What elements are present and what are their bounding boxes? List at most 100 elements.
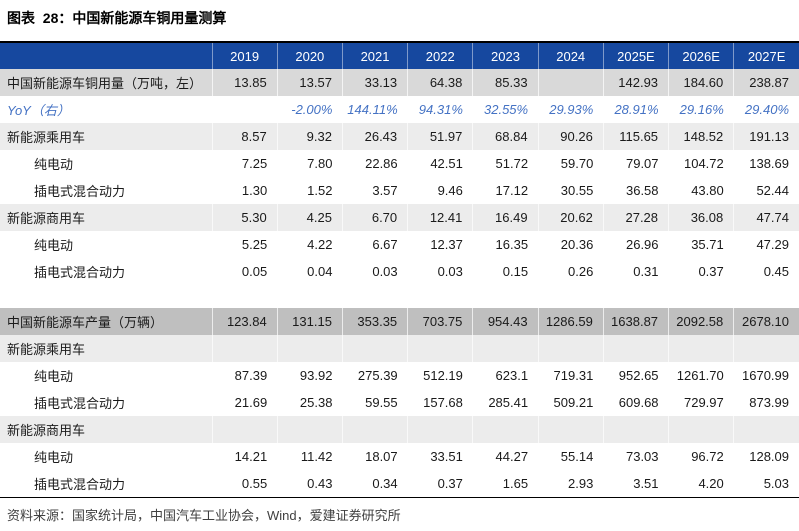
cell bbox=[276, 416, 343, 443]
cell bbox=[212, 96, 277, 123]
table-row: 纯电动 14.21 11.42 18.07 33.51 44.27 55.14 73.03 96… bbox=[0, 443, 799, 470]
cell: 43.80 bbox=[691, 183, 724, 198]
cell: 55.14 bbox=[560, 449, 594, 464]
cell: 14.21 bbox=[234, 449, 268, 464]
cell: 26.43 bbox=[341, 123, 408, 150]
cell: 20.36 bbox=[560, 237, 594, 252]
cell: 353.35 bbox=[341, 308, 408, 335]
cell: 3.57 bbox=[372, 183, 398, 198]
cell: 6.67 bbox=[372, 237, 398, 252]
cell: 9.46 bbox=[437, 183, 463, 198]
cell: 59.70 bbox=[560, 156, 594, 171]
cell: 4.25 bbox=[276, 204, 343, 231]
cell: -2.00% bbox=[291, 102, 333, 117]
cell: 0.34 bbox=[372, 476, 398, 491]
cell: 51.97 bbox=[407, 123, 473, 150]
column-header-2019: 2019 bbox=[211, 42, 278, 69]
cell: 0.31 bbox=[633, 264, 659, 279]
column-header-2026E: 2026E bbox=[668, 42, 734, 69]
row-label: 纯电动 bbox=[34, 450, 74, 465]
cell bbox=[733, 335, 799, 362]
row-label: 插电式混合动力 bbox=[34, 184, 126, 199]
cell: 4.20 bbox=[698, 476, 724, 491]
column-header-2023: 2023 bbox=[472, 42, 539, 69]
cell: 128.09 bbox=[749, 449, 789, 464]
cell: 29.93% bbox=[549, 102, 594, 117]
cell: 238.87 bbox=[733, 69, 799, 96]
cell: 184.60 bbox=[668, 69, 734, 96]
column-header-2027E: 2027E bbox=[733, 42, 799, 69]
cell bbox=[341, 335, 408, 362]
cell: 33.13 bbox=[341, 69, 408, 96]
cell: 509.21 bbox=[553, 395, 594, 410]
source-note: 资料来源：国家统计局，中国汽车工业协会，Wind，爱建证券研究所 bbox=[7, 508, 401, 523]
cell: 9.32 bbox=[276, 123, 343, 150]
cell: 1286.59 bbox=[537, 308, 604, 335]
column-header-2025E: 2025E bbox=[602, 42, 669, 69]
cell: 27.28 bbox=[602, 204, 669, 231]
cell: 22.86 bbox=[365, 156, 398, 171]
row-label: 纯电动 bbox=[34, 369, 74, 384]
cell: 0.05 bbox=[241, 264, 268, 279]
cell: 2092.58 bbox=[668, 308, 734, 335]
cell bbox=[342, 285, 408, 308]
table-body: 中国新能源车铜用量（万吨，左） 13.85 13.57 33.13 64.38 85.33… bbox=[0, 69, 799, 498]
cell: 7.25 bbox=[241, 156, 268, 171]
cell: 5.03 bbox=[763, 476, 789, 491]
cell: 1.52 bbox=[307, 183, 333, 198]
cell: 148.52 bbox=[668, 123, 734, 150]
table-row: 纯电动 5.25 4.22 6.67 12.37 16.35 20.36 26.96 35.71… bbox=[0, 231, 799, 258]
cell: 5.25 bbox=[241, 237, 268, 252]
cell: 144.11% bbox=[347, 102, 398, 117]
cell: 8.57 bbox=[211, 123, 278, 150]
cell: 85.33 bbox=[472, 69, 539, 96]
cell: 7.80 bbox=[307, 156, 333, 171]
row-label: 新能源商用车 bbox=[0, 416, 212, 443]
table-row: 新能源商用车 5.30 4.25 6.70 12.41 16.49 20.62 27.28 36… bbox=[0, 204, 799, 231]
cell: 59.55 bbox=[365, 395, 398, 410]
table-row: 纯电动 7.25 7.80 22.86 42.51 51.72 59.70 79.07 104.… bbox=[0, 150, 799, 177]
cell: 873.99 bbox=[749, 395, 789, 410]
cell bbox=[211, 335, 278, 362]
cell: 2.93 bbox=[568, 476, 594, 491]
cell: 952.65 bbox=[618, 368, 659, 383]
figure-title: 图表 28：中国新能源车铜用量测算 bbox=[7, 10, 227, 26]
cell: 6.70 bbox=[341, 204, 408, 231]
cell: 29.40% bbox=[744, 102, 789, 117]
cell bbox=[537, 69, 604, 96]
row-label-header bbox=[0, 42, 212, 69]
column-header-2022: 2022 bbox=[407, 42, 473, 69]
column-header-2021: 2021 bbox=[341, 42, 408, 69]
cell bbox=[211, 416, 278, 443]
cell: 191.13 bbox=[733, 123, 799, 150]
cell: 729.97 bbox=[683, 395, 724, 410]
cell: 0.55 bbox=[241, 476, 268, 491]
table-row: 插电式混合动力 0.05 0.04 0.03 0.03 0.15 0.26 0.31 0.37 0… bbox=[0, 258, 799, 285]
cell: 11.42 bbox=[300, 449, 333, 464]
row-label: 插电式混合动力 bbox=[34, 477, 126, 492]
cell: 68.84 bbox=[472, 123, 539, 150]
cell: 0.03 bbox=[372, 264, 398, 279]
table-row: YoY（右） -2.00% 144.11% 94.31% 32.55% 29.93% 28.… bbox=[0, 96, 799, 123]
cell: 47.29 bbox=[756, 237, 789, 252]
cell: 36.08 bbox=[668, 204, 734, 231]
cell: 123.84 bbox=[211, 308, 278, 335]
table-row: 中国新能源车产量（万辆） 123.84 131.15 353.35 703.75 954.… bbox=[0, 308, 799, 335]
cell bbox=[537, 335, 604, 362]
cell: 79.07 bbox=[625, 156, 659, 171]
cell: 609.68 bbox=[618, 395, 659, 410]
cell bbox=[668, 416, 734, 443]
row-label: 纯电动 bbox=[34, 238, 74, 253]
cell bbox=[602, 335, 669, 362]
row-label: 中国新能源车铜用量（万吨，左） bbox=[0, 69, 212, 96]
cell bbox=[472, 285, 539, 308]
cell: 104.72 bbox=[683, 156, 724, 171]
table-row: 插电式混合动力 1.30 1.52 3.57 9.46 17.12 30.55 36.58 43… bbox=[0, 177, 799, 204]
cell: 13.85 bbox=[211, 69, 278, 96]
cell: 93.92 bbox=[299, 368, 333, 383]
cell bbox=[472, 416, 539, 443]
table-row: 中国新能源车铜用量（万吨，左） 13.85 13.57 33.13 64.38 85.33… bbox=[0, 69, 799, 96]
cell: 16.49 bbox=[472, 204, 539, 231]
column-header-2024: 2024 bbox=[537, 42, 604, 69]
